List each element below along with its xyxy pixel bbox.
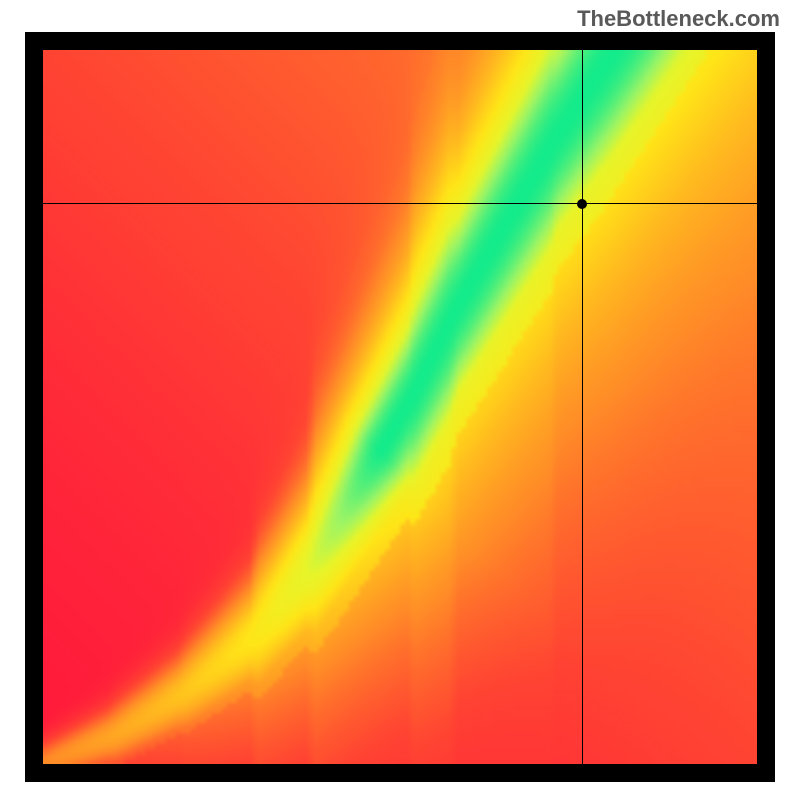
crosshair-vertical <box>582 50 583 764</box>
crosshair-marker <box>577 199 587 209</box>
plot-border <box>25 32 775 782</box>
crosshair-horizontal <box>43 203 757 204</box>
heatmap-canvas <box>43 50 757 764</box>
watermark-text: TheBottleneck.com <box>577 6 780 32</box>
